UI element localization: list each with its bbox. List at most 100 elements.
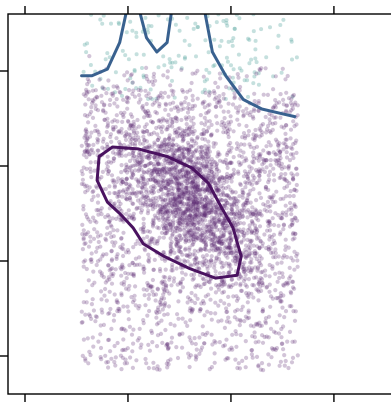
scatter-point (185, 300, 190, 305)
scatter-point (145, 202, 150, 207)
scatter-point (242, 205, 247, 210)
scatter-point (175, 188, 180, 193)
scatter-point (160, 215, 165, 220)
scatter-point (231, 129, 236, 134)
sparse-point (204, 67, 209, 72)
scatter-point (125, 118, 131, 124)
scatter-point (203, 168, 208, 173)
scatter-point (225, 238, 230, 243)
scatter-point (144, 155, 150, 160)
scatter-point (209, 179, 214, 184)
sparse-point (146, 23, 151, 28)
scatter-point (144, 139, 149, 144)
scatter-point (116, 199, 121, 204)
scatter-point (192, 252, 197, 257)
scatter-point (281, 293, 286, 298)
scatter-point (254, 232, 259, 238)
scatter-point (158, 119, 163, 124)
scatter-point (246, 129, 251, 134)
scatter-point (96, 148, 101, 153)
scatter-point (185, 140, 191, 145)
scatter-point (225, 200, 230, 205)
scatter-point (114, 84, 119, 89)
sparse-point (294, 55, 299, 60)
scatter-point (247, 223, 252, 228)
scatter-point (184, 223, 189, 228)
scatter-point (150, 207, 155, 212)
scatter-point (243, 255, 248, 260)
scatter-point (256, 218, 261, 223)
scatter-point (136, 178, 141, 183)
scatter-point (171, 279, 176, 284)
sparse-point (120, 93, 124, 98)
scatter-point (268, 158, 273, 163)
scatter-point (170, 225, 175, 230)
scatter-point (180, 183, 185, 188)
scatter-point (210, 236, 215, 242)
scatter-point (233, 211, 238, 216)
scatter-point (166, 112, 171, 118)
scatter-point (241, 174, 246, 179)
scatter-point (153, 180, 159, 185)
scatter-point (145, 77, 150, 82)
scatter-point (253, 167, 259, 173)
scatter-point (178, 228, 183, 233)
scatter-point (184, 132, 190, 137)
scatter-point (186, 142, 191, 148)
scatter-point (193, 196, 198, 202)
scatter-point (266, 352, 271, 357)
scatter-point (159, 130, 164, 135)
scatter-point (217, 71, 222, 76)
scatter-point (146, 91, 151, 96)
scatter-point (187, 254, 192, 259)
scatter-point (165, 69, 170, 74)
scatter-point (176, 131, 181, 136)
scatter-point (246, 277, 251, 282)
scatter-point (205, 147, 210, 152)
scatter-point (109, 272, 114, 277)
scatter-point (140, 226, 145, 231)
scatter-point (201, 182, 206, 187)
scatter-point (195, 185, 200, 190)
scatter-point (283, 281, 288, 286)
scatter-point (94, 262, 99, 268)
scatter-point (176, 126, 181, 131)
scatter-point (255, 265, 261, 270)
scatter-point (137, 190, 142, 195)
scatter-point (130, 201, 135, 206)
scatter-point (192, 211, 197, 216)
scatter-point (168, 241, 173, 247)
scatter-point (228, 248, 233, 253)
scatter-point (174, 199, 179, 205)
scatter-point (171, 167, 176, 172)
scatter-point (290, 355, 296, 360)
scatter-point (262, 232, 267, 237)
scatter-point (119, 170, 124, 175)
scatter-point (202, 213, 207, 218)
scatter-point (246, 294, 251, 300)
scatter-point (281, 347, 286, 352)
sparse-point (202, 79, 207, 84)
scatter-point (163, 107, 168, 112)
sparse-point (141, 75, 146, 80)
scatter-point (159, 207, 164, 212)
scatter-point (287, 304, 292, 309)
scatter-point (167, 208, 172, 213)
scatter-point (187, 297, 192, 302)
scatter-point (111, 180, 116, 185)
scatter-point (226, 356, 231, 361)
scatter-point (228, 140, 233, 146)
scatter-point (208, 232, 213, 237)
scatter-point (161, 118, 166, 123)
scatter-point (222, 245, 227, 250)
scatter-point (188, 353, 193, 358)
scatter-point (155, 160, 161, 165)
scatter-point (187, 147, 192, 152)
scatter-point (221, 191, 226, 196)
scatter-point (188, 212, 193, 217)
scatter-point (207, 166, 212, 171)
sparse-point (98, 17, 103, 22)
scatter-point (260, 241, 265, 246)
scatter-point (190, 277, 195, 282)
scatter-point (183, 190, 188, 195)
